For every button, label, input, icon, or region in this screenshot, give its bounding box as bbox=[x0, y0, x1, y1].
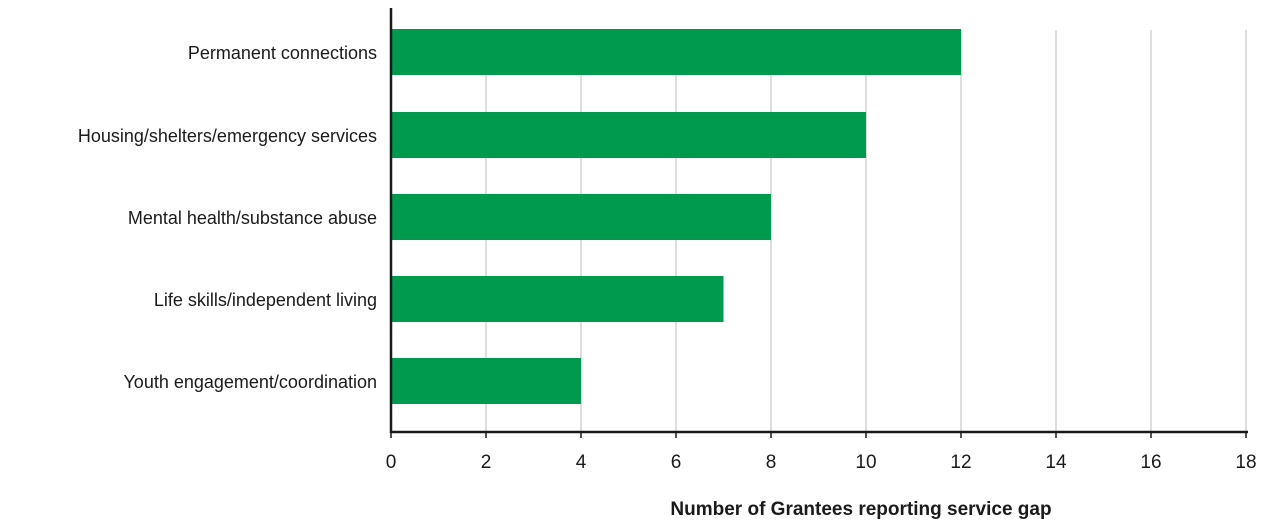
bar-4 bbox=[391, 358, 581, 404]
x-tick-label-12: 12 bbox=[950, 452, 971, 473]
axes bbox=[389, 8, 1248, 434]
bar-2 bbox=[391, 194, 771, 240]
x-tick-label-10: 10 bbox=[855, 452, 876, 473]
x-tick-label-4: 4 bbox=[576, 452, 587, 473]
x-tick-label-8: 8 bbox=[766, 452, 777, 473]
category-label-4: Youth engagement/coordination bbox=[123, 372, 377, 392]
x-tick-label-14: 14 bbox=[1045, 452, 1067, 473]
x-axis-title: Number of Grantees reporting service gap bbox=[670, 499, 1051, 520]
category-labels: Permanent connections Housing/shelters/em… bbox=[78, 43, 377, 392]
bar-3 bbox=[391, 276, 724, 322]
bar-0 bbox=[391, 29, 961, 75]
category-label-0: Permanent connections bbox=[188, 43, 377, 63]
x-tick-label-16: 16 bbox=[1140, 452, 1161, 473]
category-label-3: Life skills/independent living bbox=[154, 290, 377, 310]
x-tick-label-6: 6 bbox=[671, 452, 682, 473]
x-tick-label-2: 2 bbox=[481, 452, 492, 473]
bar-1 bbox=[391, 112, 866, 158]
gridlines bbox=[485, 30, 1247, 432]
x-axis-ticks: 0 2 4 6 8 10 12 14 16 18 bbox=[386, 432, 1257, 473]
category-label-2: Mental health/substance abuse bbox=[128, 208, 377, 228]
category-label-1: Housing/shelters/emergency services bbox=[78, 126, 377, 146]
x-tick-label-18: 18 bbox=[1235, 452, 1256, 473]
bars bbox=[391, 29, 961, 404]
x-tick-label-0: 0 bbox=[386, 452, 397, 473]
